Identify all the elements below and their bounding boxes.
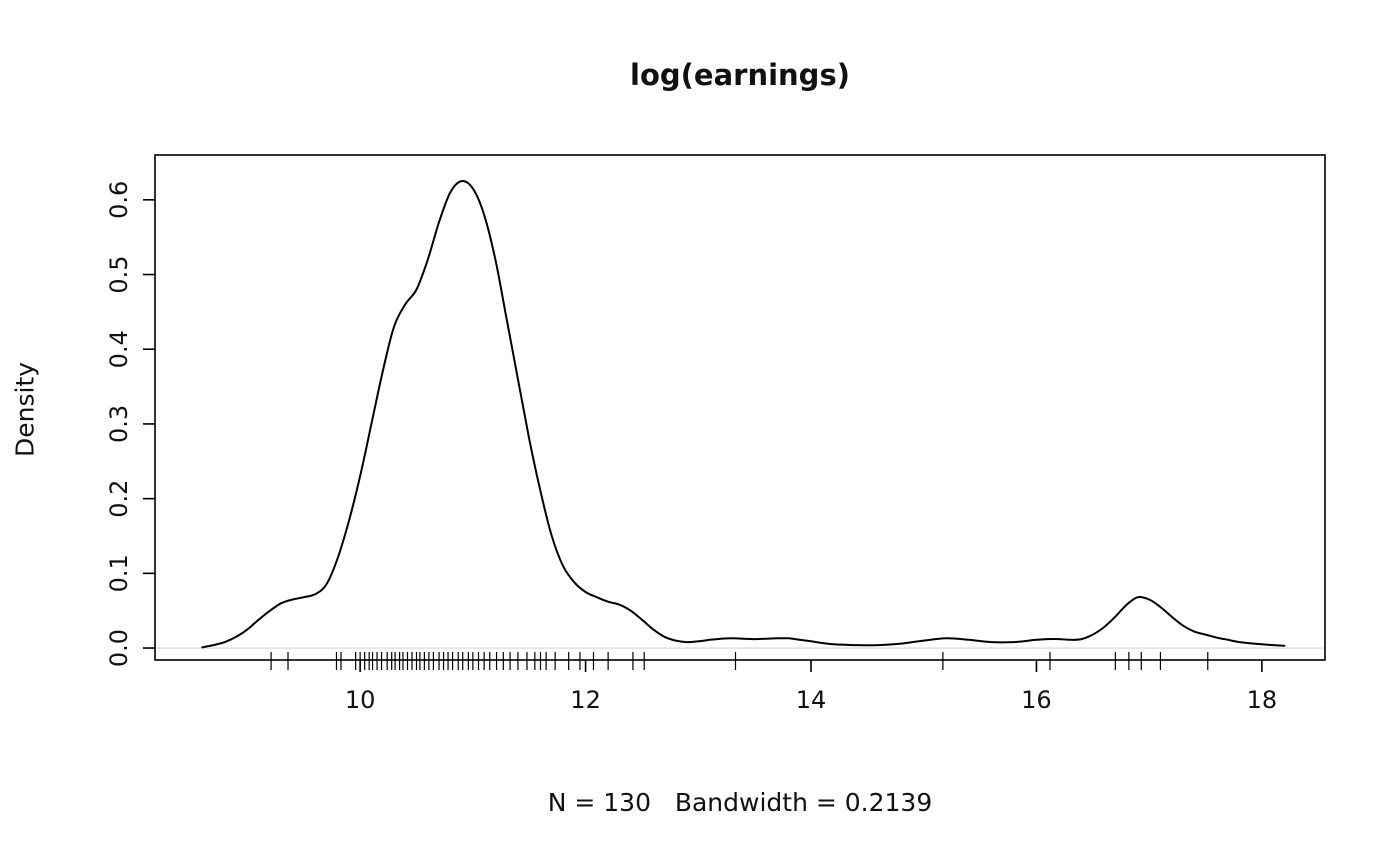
svg-text:0.0: 0.0 [105,629,133,667]
svg-text:0.6: 0.6 [105,181,133,219]
svg-text:10: 10 [345,686,376,714]
chart-title: log(earnings) [630,58,850,92]
svg-text:0.3: 0.3 [105,405,133,443]
density-curve [201,180,1286,649]
svg-text:0.2: 0.2 [105,480,133,518]
svg-text:18: 18 [1247,686,1278,714]
svg-text:0.5: 0.5 [105,255,133,293]
x-axis-ticks: 10 12 14 16 18 [345,660,1277,714]
svg-text:14: 14 [796,686,827,714]
svg-text:0.1: 0.1 [105,554,133,592]
rug-marks [270,652,1209,670]
svg-text:0.4: 0.4 [105,330,133,368]
x-axis-subtitle: N = 130 Bandwidth = 0.2139 [547,788,933,817]
svg-text:16: 16 [1021,686,1052,714]
y-axis-ticks: 0.0 0.1 0.2 0.3 0.4 0.5 0.6 [105,181,155,667]
svg-text:12: 12 [570,686,601,714]
plot-border-box [154,154,1326,661]
